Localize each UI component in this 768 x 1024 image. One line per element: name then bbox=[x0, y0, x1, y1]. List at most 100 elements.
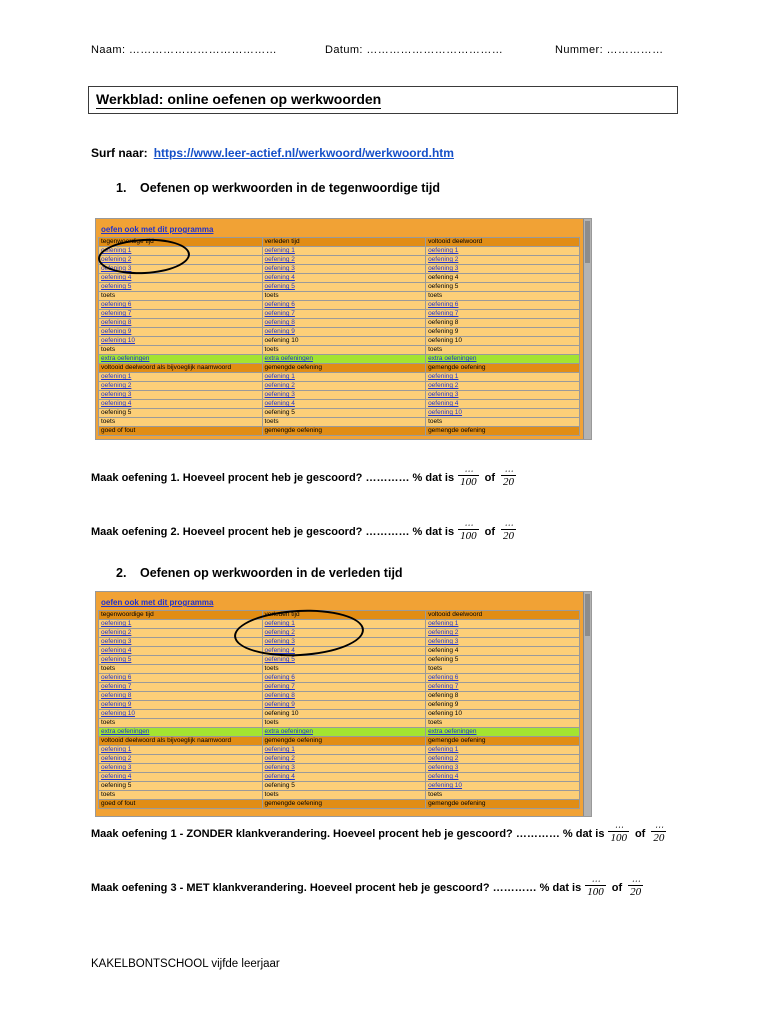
screenshot-link-label: oefening 1 bbox=[428, 746, 459, 754]
screenshot-cell-label: toets bbox=[428, 665, 443, 673]
screenshot-cell-label: oefening 5 bbox=[264, 782, 295, 790]
fraction-numerator: ⋯ bbox=[631, 876, 641, 886]
screenshot-text-cell: gemengde oefening bbox=[425, 799, 580, 809]
screenshot-link-label: oefening 1 bbox=[428, 373, 459, 381]
screenshot-cell-label: toets bbox=[428, 719, 443, 727]
screenshot-link-cell: oefening 4 bbox=[425, 399, 580, 409]
screenshot-link-cell: oefening 9 bbox=[261, 327, 427, 337]
screenshot-table-row: oefening 1 oefening 1 oefening 1 bbox=[98, 745, 580, 755]
screenshot-link-cell: oefening 5 bbox=[98, 282, 263, 292]
section-1-title: Oefenen op werkwoorden in de tegenwoordi… bbox=[140, 181, 441, 195]
screenshot-link-label: oefening 7 bbox=[264, 310, 295, 318]
screenshot-table-row: extra oefeningen extra oefeningen extra oe… bbox=[98, 354, 580, 364]
screenshot-link-label: oefening 6 bbox=[101, 301, 132, 309]
screenshot-link-cell: oefening 6 bbox=[98, 300, 263, 310]
screenshot-link-cell: oefening 4 bbox=[261, 273, 427, 283]
screenshot-table-row: oefening 3 oefening 3 oefening 3 bbox=[98, 763, 580, 773]
screenshot-link-label: oefening 3 bbox=[264, 391, 295, 399]
screenshot-link-label: oefening 3 bbox=[264, 638, 295, 646]
screenshot-link-label: oefening 10 bbox=[101, 337, 135, 345]
of-word: of bbox=[484, 526, 495, 538]
screenshot-link-label: oefening 3 bbox=[101, 265, 132, 273]
screenshot-table-row: toets toets toets bbox=[98, 345, 580, 355]
screenshot-link-label: oefening 1 bbox=[264, 620, 295, 628]
screenshot-text-cell: toets bbox=[261, 718, 427, 728]
screenshot-link-cell: oefening 3 bbox=[425, 264, 580, 274]
screenshot-text-cell: oefening 5 bbox=[425, 655, 580, 665]
screenshot-link-cell: oefening 10 bbox=[98, 709, 263, 719]
screenshot-link-cell: oefening 2 bbox=[261, 381, 427, 391]
screenshot-table-row: oefening 1 oefening 1 oefening 1 bbox=[98, 372, 580, 382]
screenshot-link-cell: oefening 2 bbox=[261, 754, 427, 764]
screenshot-link-cell: oefening 7 bbox=[261, 682, 427, 692]
screenshot-table-row: toets toets toets bbox=[98, 417, 580, 427]
screenshot-link-cell: oefening 5 bbox=[98, 655, 263, 665]
fraction-over-20: ⋯ 20 bbox=[500, 521, 516, 543]
screenshot-link-label: oefening 7 bbox=[264, 683, 295, 691]
screenshot-link-label: oefening 1 bbox=[428, 620, 459, 628]
screenshot-table-row: tegenwoordige tijd verleden tijd voltooid … bbox=[98, 610, 580, 620]
scrollbar-thumb bbox=[585, 594, 590, 636]
section-2-number: 2. bbox=[116, 566, 127, 580]
screenshot-link-label: oefening 2 bbox=[264, 382, 295, 390]
screenshot-text-cell: gemengde oefening bbox=[425, 736, 580, 746]
screenshot-table-row: oefening 4 oefening 4 oefening 4 bbox=[98, 772, 580, 782]
screenshot-link-cell: oefening 2 bbox=[261, 255, 427, 265]
webpage-screenshot-2: oefen ook met dit programma tegenwoordig… bbox=[95, 591, 592, 817]
screenshot-link-label: oefening 4 bbox=[428, 400, 459, 408]
screenshot-link-label: oefening 6 bbox=[264, 301, 295, 309]
fraction-over-100: ⋯ 100 bbox=[608, 823, 629, 845]
footer-text: KAKELBONTSCHOOL vijfde leerjaar bbox=[91, 958, 280, 970]
screenshot-text-cell: toets bbox=[261, 664, 427, 674]
screenshot-program-link: oefen ook met dit programma bbox=[101, 598, 214, 607]
screenshot-cell-label: verleden tijd bbox=[264, 238, 300, 246]
screenshot-table-row: oefening 5 oefening 5 oefening 5 bbox=[98, 655, 580, 665]
worksheet-url-link[interactable]: https://www.leer-actief.nl/werkwoord/wer… bbox=[153, 146, 454, 160]
screenshot-table-row: oefening 4 oefening 4 oefening 4 bbox=[98, 273, 580, 283]
screenshot-link-cell: oefening 8 bbox=[261, 318, 427, 328]
screenshot-link-cell: oefening 3 bbox=[98, 390, 263, 400]
screenshot-link-cell: extra oefeningen bbox=[98, 354, 263, 364]
screenshot-text-cell: oefening 10 bbox=[425, 709, 580, 719]
screenshot-text-cell: voltooid deelwoord bbox=[425, 610, 580, 620]
screenshot-cell-label: toets bbox=[101, 418, 116, 426]
screenshot-cell-label: oefening 5 bbox=[101, 782, 132, 790]
screenshot-link-label: oefening 4 bbox=[101, 647, 132, 655]
section-1-heading: 1. Oefenen op werkwoorden in de tegenwoor… bbox=[116, 181, 440, 195]
screenshot-cell-label: voltooid deelwoord bbox=[428, 611, 483, 619]
screenshot-text-cell: goed of fout bbox=[98, 426, 263, 436]
number-field: Nummer: …………… bbox=[555, 44, 664, 56]
screenshot-text-cell: oefening 5 bbox=[261, 408, 427, 418]
screenshot-link-label: oefening 5 bbox=[101, 283, 132, 291]
screenshot-cell-label: oefening 8 bbox=[428, 319, 459, 327]
screenshot-text-cell: voltooid deelwoord als bijvoeglijk naamw… bbox=[98, 363, 263, 373]
screenshot-link-cell: oefening 4 bbox=[98, 399, 263, 409]
screenshot-top-bar: oefen ook met dit programma bbox=[96, 219, 591, 237]
fraction-over-20: ⋯ 20 bbox=[628, 876, 644, 899]
fraction-denominator: 20 bbox=[628, 885, 644, 898]
screenshot-text-cell: toets bbox=[425, 417, 580, 427]
screenshot-link-cell: oefening 8 bbox=[261, 691, 427, 701]
screenshot-text-cell: oefening 8 bbox=[425, 318, 580, 328]
fraction-numerator: ⋯ bbox=[503, 466, 513, 476]
screenshot-cell-label: toets bbox=[428, 791, 443, 799]
screenshot-scrollbar bbox=[583, 592, 591, 816]
screenshot-link-cell: oefening 2 bbox=[425, 754, 580, 764]
screenshot-link-cell: oefening 3 bbox=[425, 763, 580, 773]
screenshot-table-row: toets toets toets bbox=[98, 790, 580, 800]
screenshot-link-cell: oefening 6 bbox=[425, 300, 580, 310]
screenshot-table-row: oefening 5 oefening 5 oefening 10 bbox=[98, 408, 580, 418]
screenshot-link-label: oefening 5 bbox=[264, 656, 295, 664]
screenshot-link-label: oefening 1 bbox=[264, 746, 295, 754]
screenshot-link-label: oefening 6 bbox=[264, 674, 295, 682]
name-label: Naam: bbox=[91, 44, 126, 56]
fraction-numerator: ⋯ bbox=[654, 822, 664, 832]
screenshot-link-cell: oefening 4 bbox=[98, 772, 263, 782]
screenshot-link-cell: oefening 9 bbox=[98, 700, 263, 710]
question-1-text: Maak oefening 1. Hoeveel procent heb je … bbox=[91, 472, 455, 484]
screenshot-link-label: oefening 4 bbox=[101, 773, 132, 781]
fraction-denominator: 20 bbox=[500, 529, 516, 542]
screenshot-link-cell: oefening 7 bbox=[425, 309, 580, 319]
screenshot-cell-label: goed of fout bbox=[101, 427, 136, 435]
screenshot-text-cell: toets bbox=[261, 291, 427, 301]
